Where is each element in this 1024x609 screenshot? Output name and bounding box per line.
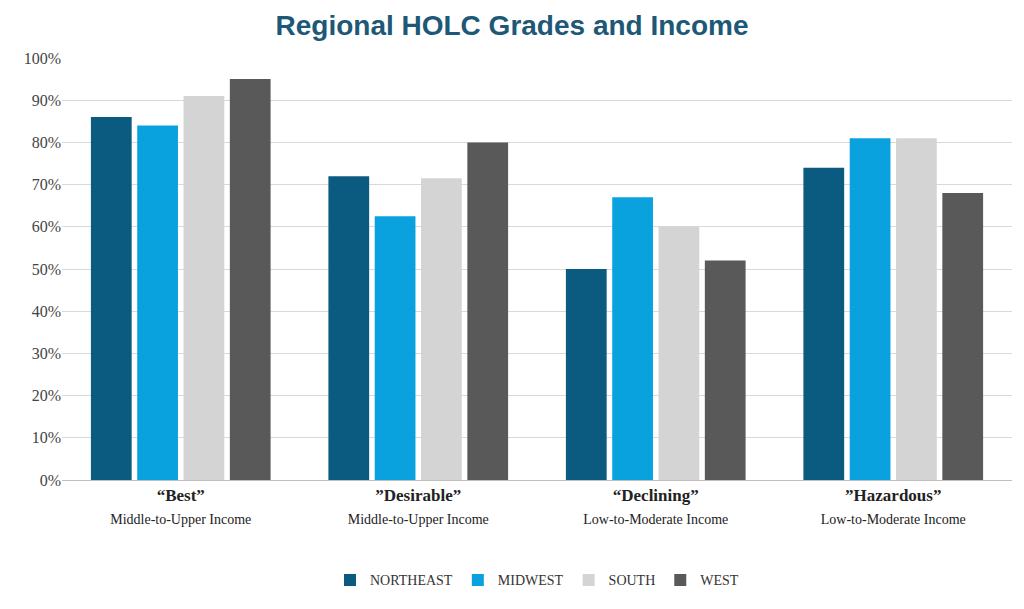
svg-text:Regional HOLC Grades and Incom: Regional HOLC Grades and Income xyxy=(276,10,749,41)
svg-text:“Declining”Low-to-Moderate Inc: “Declining”Low-to-Moderate Income xyxy=(583,486,728,526)
svg-text:0%: 0% xyxy=(40,472,61,489)
svg-text:80%: 80% xyxy=(32,134,61,151)
svg-text:”Desirable”Middle-to-Upper Inc: ”Desirable”Middle-to-Upper Income xyxy=(348,486,489,526)
svg-text:60%: 60% xyxy=(32,218,61,235)
svg-text:70%: 70% xyxy=(32,176,61,193)
svg-text:10%: 10% xyxy=(32,429,61,446)
svg-text:MIDWEST: MIDWEST xyxy=(498,573,564,588)
svg-text:100%: 100% xyxy=(24,50,61,67)
svg-text:WEST: WEST xyxy=(700,573,739,588)
svg-text:20%: 20% xyxy=(32,387,61,404)
svg-text:90%: 90% xyxy=(32,92,61,109)
svg-text:30%: 30% xyxy=(32,345,61,362)
svg-text:NORTHEAST: NORTHEAST xyxy=(370,573,453,588)
svg-text:”Hazardous”Low-to-Moderate Inc: ”Hazardous”Low-to-Moderate Income xyxy=(821,486,966,526)
svg-text:50%: 50% xyxy=(32,261,61,278)
svg-text:40%: 40% xyxy=(32,303,61,320)
svg-text:SOUTH: SOUTH xyxy=(609,573,656,588)
svg-text:“Best”Middle-to-Upper Income: “Best”Middle-to-Upper Income xyxy=(110,486,251,526)
